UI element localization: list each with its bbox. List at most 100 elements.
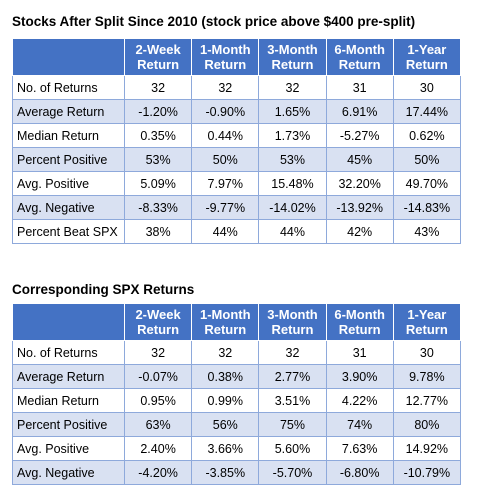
value-cell: 31 [325,75,394,100]
value-cell: 53% [123,147,193,172]
value-cell: 75% [258,412,327,437]
column-header-line: 6-Month [334,307,385,322]
value-cell: 2.77% [258,364,327,389]
column-header: 6-Month Return [325,303,394,341]
value-cell: 38% [123,219,193,244]
value-cell: -14.02% [258,195,327,220]
column-header-line: Return [405,322,448,337]
stocks-after-split-title: Stocks After Split Since 2010 (stock pri… [12,14,416,29]
value-cell: 0.38% [191,364,260,389]
stocks-after-split-table: 2-Week Return 1-Month Return 3-Month Return 6-… [12,38,461,244]
value-cell: 43% [392,219,461,244]
table-row: Avg. Positive 5.09% 7.97% 15.48% 32.20% 49.70… [12,171,461,196]
column-header-line: Return [338,57,381,72]
value-cell: -5.70% [258,460,327,485]
row-label: No. of Returns [12,75,125,100]
value-cell: -14.83% [392,195,461,220]
table-row: No. of Returns 32 32 32 31 30 [12,340,461,365]
column-header: 3-Month Return [258,38,327,76]
value-cell: 53% [258,147,327,172]
spx-returns-table: 2-Week Return 1-Month Return 3-Month Return 6-… [12,303,461,485]
column-header-line: Return [405,57,448,72]
value-cell: 32 [258,75,327,100]
value-cell: 32 [258,340,327,365]
value-cell: 0.35% [123,123,193,148]
value-cell: 32 [191,340,260,365]
value-cell: 31 [325,340,394,365]
row-label: Average Return [12,364,125,389]
table-row: Average Return -0.07% 0.38% 2.77% 3.90% 9.78% [12,364,461,389]
header-row: 2-Week Return 1-Month Return 3-Month Return 6-… [12,303,461,341]
column-header-line: Return [204,57,247,72]
value-cell: 0.62% [392,123,461,148]
row-label: Percent Positive [12,412,125,437]
value-cell: 1.73% [258,123,327,148]
column-header-line: Return [338,322,381,337]
value-cell: 50% [392,147,461,172]
column-header: 1-Year Return [392,38,461,76]
value-cell: 5.60% [258,436,327,461]
row-label: Median Return [12,123,125,148]
value-cell: 42% [325,219,394,244]
value-cell: 30 [392,340,461,365]
value-cell: -10.79% [392,460,461,485]
column-header-line: Return [137,57,180,72]
value-cell: -13.92% [325,195,394,220]
row-label: Median Return [12,388,125,413]
table-row: Avg. Negative -8.33% -9.77% -14.02% -13.92% -… [12,195,461,220]
value-cell: 1.65% [258,99,327,124]
header-corner-cell [12,38,125,76]
value-cell: 9.78% [392,364,461,389]
header-corner-cell [12,303,125,341]
value-cell: 3.51% [258,388,327,413]
column-header: 1-Year Return [392,303,461,341]
spx-returns-title: Corresponding SPX Returns [12,282,195,297]
table-row: Percent Beat SPX 38% 44% 44% 42% 43% [12,219,461,244]
value-cell: 3.66% [191,436,260,461]
table-row: Avg. Negative -4.20% -3.85% -5.70% -6.80% -10… [12,460,461,485]
column-header-line: 1-Year [407,42,447,57]
row-label: Avg. Negative [12,195,125,220]
value-cell: 74% [325,412,394,437]
table-row: Median Return 0.35% 0.44% 1.73% -5.27% 0.62% [12,123,461,148]
value-cell: -3.85% [191,460,260,485]
value-cell: -8.33% [123,195,193,220]
column-header: 2-Week Return [123,38,193,76]
value-cell: 0.99% [191,388,260,413]
column-header-line: 1-Month [200,42,251,57]
value-cell: 14.92% [392,436,461,461]
value-cell: -9.77% [191,195,260,220]
value-cell: 5.09% [123,171,193,196]
header-row: 2-Week Return 1-Month Return 3-Month Return 6-… [12,38,461,76]
value-cell: 4.22% [325,388,394,413]
column-header: 3-Month Return [258,303,327,341]
value-cell: 56% [191,412,260,437]
column-header-line: Return [204,322,247,337]
row-label: No. of Returns [12,340,125,365]
value-cell: 3.90% [325,364,394,389]
column-header: 2-Week Return [123,303,193,341]
value-cell: -1.20% [123,99,193,124]
row-label: Average Return [12,99,125,124]
value-cell: 44% [258,219,327,244]
table-row: Percent Positive 53% 50% 53% 45% 50% [12,147,461,172]
value-cell: 50% [191,147,260,172]
value-cell: -0.07% [123,364,193,389]
value-cell: 17.44% [392,99,461,124]
column-header-line: 1-Year [407,307,447,322]
row-label: Avg. Positive [12,436,125,461]
table-row: Avg. Positive 2.40% 3.66% 5.60% 7.63% 14.92% [12,436,461,461]
value-cell: 15.48% [258,171,327,196]
row-label: Avg. Negative [12,460,125,485]
value-cell: 0.44% [191,123,260,148]
row-label: Avg. Positive [12,171,125,196]
column-header: 1-Month Return [191,38,260,76]
table-row: Median Return 0.95% 0.99% 3.51% 4.22% 12.77% [12,388,461,413]
table-row: No. of Returns 32 32 32 31 30 [12,75,461,100]
column-header-line: 3-Month [267,307,318,322]
value-cell: -5.27% [325,123,394,148]
table-row: Average Return -1.20% -0.90% 1.65% 6.91% 17.4… [12,99,461,124]
value-cell: 30 [392,75,461,100]
column-header: 6-Month Return [325,38,394,76]
column-header-line: 2-Week [135,307,181,322]
